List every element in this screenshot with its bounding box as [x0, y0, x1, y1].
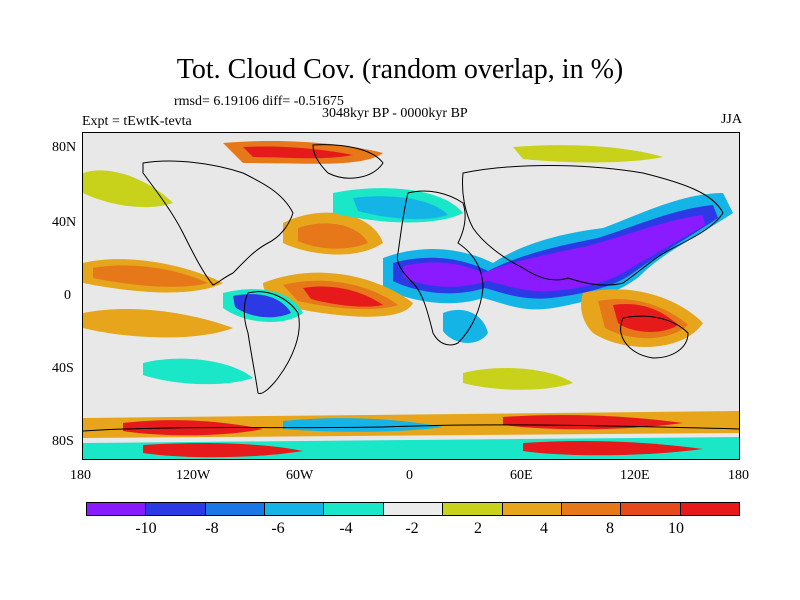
- colorbar-cell: [680, 503, 739, 515]
- colorbar-label: -6: [271, 520, 285, 537]
- period-text: 3048kyr BP - 0000kyr BP: [322, 106, 468, 121]
- colorbar-label: -8: [205, 520, 219, 537]
- map-panel: [82, 132, 740, 460]
- colorbar-label: 8: [606, 520, 614, 537]
- lat-label-40s: 40S: [52, 361, 74, 376]
- cloud-cover-map: [83, 141, 739, 459]
- lon-label-120w: 120W: [176, 468, 211, 483]
- colorbar-cell: [502, 503, 562, 515]
- lon-label-0: 0: [406, 468, 413, 483]
- colorbar-cell: [443, 503, 503, 515]
- colorbar-label: -10: [135, 520, 157, 537]
- coastlines: [83, 144, 739, 432]
- colorbar-cell: [265, 503, 325, 515]
- anomaly-patches: [83, 141, 739, 459]
- lon-label-180w: 180: [70, 468, 91, 483]
- lon-label-120e: 120E: [620, 468, 650, 483]
- colorbar-cell: [383, 503, 444, 515]
- colorbar-label: -4: [339, 520, 353, 537]
- lon-label-60w: 60W: [286, 468, 314, 483]
- colorbar-cell: [561, 503, 622, 515]
- stats-text: rmsd= 6.19106 diff= -0.51675: [174, 94, 344, 109]
- colorbar-label: -2: [405, 520, 419, 537]
- lon-label-180e: 180: [728, 468, 749, 483]
- colorbar-cell: [87, 503, 147, 515]
- experiment-label: Expt = tEwtK-tevta: [82, 114, 192, 129]
- colorbar-cell: [621, 503, 681, 515]
- colorbar: [86, 502, 740, 516]
- colorbar-cell: [324, 503, 384, 515]
- colorbar-cell: [205, 503, 266, 515]
- lon-label-60e: 60E: [510, 468, 533, 483]
- colorbar-label: 10: [668, 520, 684, 537]
- lat-label-80n: 80N: [52, 140, 77, 155]
- colorbar-label: 4: [540, 520, 548, 537]
- colorbar-label: 2: [474, 520, 482, 537]
- lat-label-80s: 80S: [52, 434, 74, 449]
- colorbar-cell: [146, 503, 206, 515]
- season-label: JJA: [720, 112, 742, 127]
- plot-title: Tot. Cloud Cov. (random overlap, in %): [176, 54, 624, 85]
- lat-label-40n: 40N: [52, 215, 77, 230]
- lat-label-0: 0: [64, 288, 71, 303]
